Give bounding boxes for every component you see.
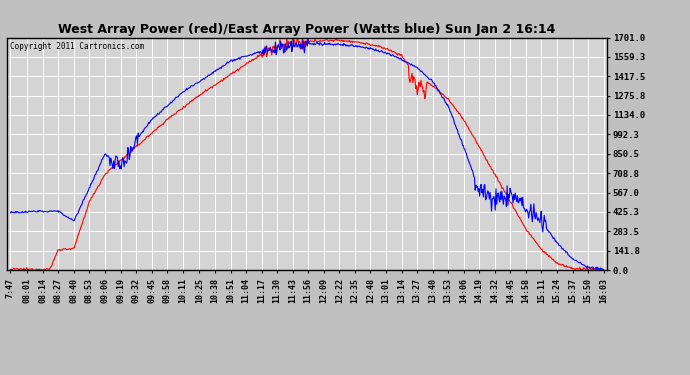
Title: West Array Power (red)/East Array Power (Watts blue) Sun Jan 2 16:14: West Array Power (red)/East Array Power … (59, 23, 555, 36)
Text: Copyright 2011 Cartronics.com: Copyright 2011 Cartronics.com (10, 42, 144, 51)
